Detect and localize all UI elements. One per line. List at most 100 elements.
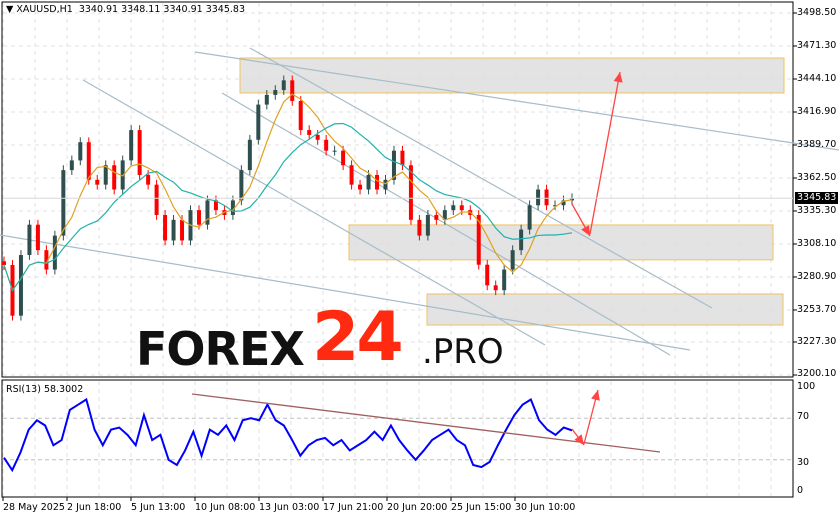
trend-line bbox=[82, 79, 546, 346]
candle-body bbox=[205, 200, 210, 225]
candle-body bbox=[459, 205, 464, 211]
candle-body bbox=[256, 104, 261, 140]
time-axis-label: 25 Jun 15:00 bbox=[451, 502, 512, 513]
time-axis-label: 13 Jun 03:00 bbox=[259, 502, 320, 513]
candle-body bbox=[383, 179, 388, 190]
candle-body bbox=[86, 142, 91, 180]
candle-body bbox=[180, 219, 185, 241]
candle-body bbox=[52, 235, 57, 270]
candle-body bbox=[307, 130, 312, 135]
candle-body bbox=[239, 170, 244, 201]
forecast-arrow-up bbox=[589, 71, 621, 235]
price-axis-label: 3227.30 bbox=[797, 336, 837, 347]
candle-body bbox=[137, 130, 142, 175]
candle-body bbox=[35, 224, 40, 251]
candle-body bbox=[358, 184, 363, 190]
price-axis-label: 3253.70 bbox=[797, 304, 837, 315]
candle-body bbox=[519, 229, 524, 251]
current-price-badge: 3345.83 bbox=[795, 192, 839, 204]
candle-body bbox=[408, 165, 413, 220]
rsi-line bbox=[3, 397, 573, 473]
trend-line bbox=[221, 92, 671, 356]
price-axis-label: 3444.10 bbox=[797, 73, 837, 84]
candle-body bbox=[400, 150, 405, 166]
candle-body bbox=[44, 250, 49, 270]
price-axis-label: 3389.70 bbox=[797, 139, 837, 150]
candle-body bbox=[341, 150, 346, 166]
candle-body bbox=[171, 219, 176, 241]
time-axis-label: 2 Jun 18:00 bbox=[67, 502, 122, 513]
trend-line bbox=[194, 51, 839, 151]
candle-body bbox=[281, 80, 286, 91]
moving-average-slow bbox=[3, 122, 573, 292]
rsi-forecast-arrow-down-head bbox=[574, 434, 584, 445]
rsi-label: RSI(13) 58.3002 bbox=[6, 384, 84, 395]
forecast-arrow-down-head bbox=[581, 225, 590, 236]
candle-body bbox=[213, 200, 218, 211]
candle-body bbox=[290, 80, 295, 101]
price-axis-label: 3335.30 bbox=[797, 205, 837, 216]
candle-body bbox=[61, 170, 66, 236]
candle-body bbox=[298, 100, 303, 131]
candle-body bbox=[264, 94, 269, 105]
candle-body bbox=[332, 150, 337, 152]
candle-body bbox=[146, 174, 151, 185]
candle-body bbox=[120, 160, 125, 190]
price-axis-label: 3362.50 bbox=[797, 172, 837, 183]
rsi-level-label: 0 bbox=[797, 485, 804, 496]
candle-body bbox=[391, 150, 396, 180]
candle-body bbox=[417, 219, 422, 236]
candle-body bbox=[510, 250, 515, 270]
price-axis-label: 3471.30 bbox=[797, 40, 837, 51]
chart-header: ▼ XAUUSD,H1 3340.91 3348.11 3340.91 3345.83 bbox=[6, 4, 248, 15]
candle-body bbox=[375, 174, 380, 190]
price-axis-label: 3200.10 bbox=[797, 368, 837, 379]
support-resistance-zone bbox=[239, 57, 785, 94]
candle-body bbox=[315, 134, 320, 140]
candle-body bbox=[112, 165, 117, 190]
candle-body bbox=[425, 214, 430, 236]
candle-body bbox=[196, 210, 201, 225]
candle-body bbox=[154, 184, 159, 215]
candle-body bbox=[493, 285, 498, 291]
time-axis-label: 5 Jun 13:00 bbox=[131, 502, 186, 513]
candle-body bbox=[27, 224, 32, 256]
candle-body bbox=[324, 139, 329, 151]
candle-body bbox=[2, 261, 6, 265]
support-resistance-zone bbox=[426, 293, 784, 326]
candle-body bbox=[69, 160, 74, 171]
candle-body bbox=[536, 189, 541, 206]
dropdown-triangle-icon[interactable]: ▼ bbox=[6, 4, 14, 15]
price-axis-label: 3308.10 bbox=[797, 238, 837, 249]
candle-body bbox=[553, 205, 558, 207]
rsi-forecast-arrow-up-head bbox=[591, 390, 600, 401]
candle-body bbox=[103, 165, 108, 185]
rsi-level-label: 70 bbox=[797, 411, 810, 422]
logo-part-forex: FOREX bbox=[136, 322, 305, 376]
candle-body bbox=[561, 200, 566, 206]
candle-body bbox=[476, 214, 481, 265]
candle-body bbox=[451, 205, 456, 211]
candle-body bbox=[163, 214, 168, 241]
candle-body bbox=[247, 139, 252, 171]
candle-body bbox=[273, 90, 278, 95]
ohlc-high: 3348.11 bbox=[121, 4, 161, 15]
candle-body bbox=[442, 210, 447, 220]
ohlc-close: 3345.83 bbox=[205, 4, 245, 15]
time-axis-label: 10 Jun 08:00 bbox=[195, 502, 256, 513]
candle-body bbox=[485, 264, 490, 286]
candle-body bbox=[95, 179, 100, 185]
moving-average-fast bbox=[3, 93, 573, 292]
candle-body bbox=[18, 255, 23, 316]
candle-body bbox=[570, 198, 574, 201]
candle-body bbox=[502, 269, 507, 291]
time-axis-label: 17 Jun 21:00 bbox=[323, 502, 384, 513]
ohlc-open: 3340.91 bbox=[78, 4, 119, 15]
support-resistance-zone bbox=[348, 224, 774, 261]
rsi-level-label: 30 bbox=[797, 457, 810, 468]
candle-body bbox=[129, 130, 134, 161]
price-axis-label: 3416.90 bbox=[797, 106, 837, 117]
forecast-arrow-up-head bbox=[613, 72, 623, 83]
candle-body bbox=[527, 205, 532, 230]
